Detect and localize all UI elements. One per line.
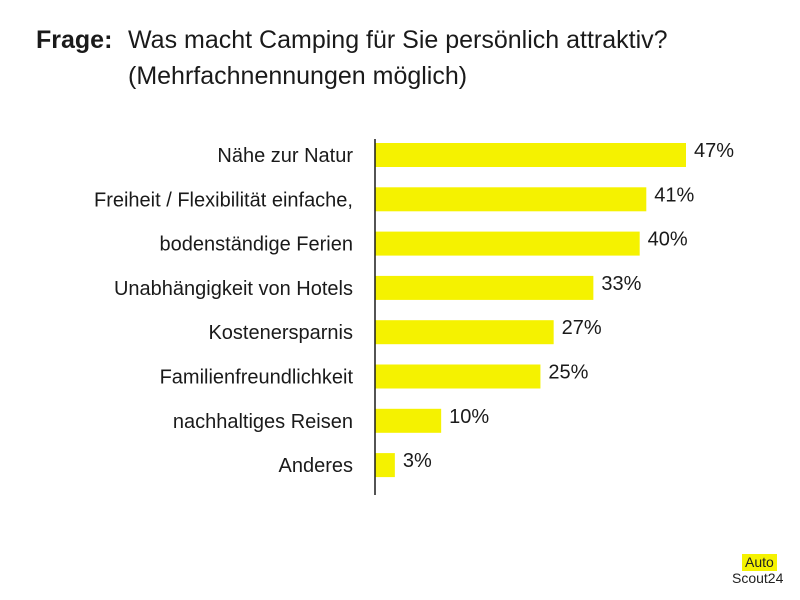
value-label-2: 41% [654, 184, 694, 206]
category-label-2: Freiheit / Flexibilität einfache, [94, 189, 353, 211]
autoscout24-logo: Auto Scout24 [732, 554, 792, 590]
value-label-8: 3% [403, 450, 432, 472]
value-label-6: 25% [548, 362, 588, 384]
question-note: (Mehrfachnennungen möglich) [128, 62, 468, 90]
logo-text: Scout24 [732, 570, 784, 586]
category-label-8: Anderes [279, 455, 354, 477]
value-label-5: 27% [562, 317, 602, 339]
question-label: Frage: [36, 26, 113, 54]
bar-8 [375, 453, 395, 478]
bar-1 [375, 143, 686, 167]
category-label-7: nachhaltiges Reisen [173, 411, 353, 433]
bar-4 [375, 275, 594, 300]
category-label-3: bodenständige Ferien [160, 234, 353, 256]
value-label-4: 33% [601, 273, 641, 295]
bar-6 [375, 364, 541, 389]
value-label-1: 47% [694, 140, 734, 162]
category-label-6: Familienfreundlichkeit [160, 367, 354, 389]
bar-7 [375, 408, 442, 433]
category-label-5: Kostenersparnis [208, 322, 353, 344]
value-label-7: 10% [449, 406, 489, 428]
bar-2 [375, 187, 647, 212]
question-text: Was macht Camping für Sie persönlich att… [128, 26, 668, 54]
category-label-1: Nähe zur Natur [217, 145, 353, 167]
bar-5 [375, 320, 554, 345]
value-label-3: 40% [648, 229, 688, 251]
bar-3 [375, 231, 640, 256]
category-label-4: Unabhängigkeit von Hotels [114, 278, 353, 300]
logo-badge: Auto [742, 554, 777, 571]
